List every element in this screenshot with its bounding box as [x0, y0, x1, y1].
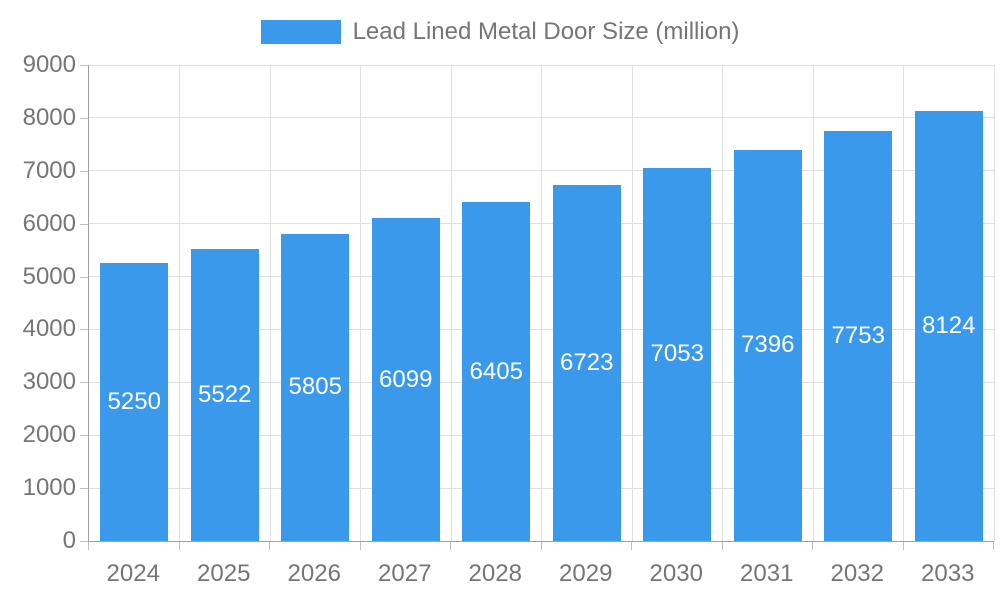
bar-value-label: 5805: [288, 373, 342, 401]
bar-2030[interactable]: 7053: [643, 167, 712, 541]
chart-legend[interactable]: Lead Lined Metal Door Size (million): [0, 18, 1000, 46]
x-grid-line: [360, 65, 361, 541]
y-tick-label: 8000: [22, 103, 76, 131]
bar-value-label: 7753: [831, 321, 885, 349]
x-tick-label: 2031: [740, 560, 794, 587]
y-tick-label: 5000: [22, 262, 76, 290]
x-grid-line: [541, 65, 542, 541]
bar-value-label: 8124: [922, 312, 976, 340]
x-tick-label: 2029: [559, 560, 613, 587]
x-grid-line: [903, 65, 904, 541]
bar-2033[interactable]: 8124: [914, 111, 983, 541]
bar-value-label: 7053: [650, 340, 704, 368]
bar-2032[interactable]: 7753: [824, 130, 893, 541]
x-tick-label: 2024: [106, 560, 160, 587]
bar-2027[interactable]: 6099: [371, 218, 440, 541]
y-tick-mark: [80, 117, 88, 119]
x-tick-mark: [450, 542, 451, 550]
y-tick-label: 4000: [22, 315, 76, 343]
y-tick-label: 9000: [22, 51, 76, 78]
x-tick-label: 2030: [649, 560, 703, 587]
y-tick-label: 6000: [22, 209, 76, 237]
bar-2026[interactable]: 5805: [281, 233, 350, 541]
x-tick-mark: [540, 542, 542, 550]
bar-value-label: 6099: [379, 365, 433, 393]
x-tick-label: 2032: [830, 560, 884, 587]
bar-2028[interactable]: 6405: [462, 202, 531, 541]
y-tick-mark: [80, 276, 88, 278]
x-grid-line: [993, 65, 995, 541]
y-tick-label: 1000: [22, 474, 76, 502]
y-tick-mark: [80, 488, 88, 490]
bar-value-label: 6723: [560, 349, 614, 377]
x-tick-mark: [269, 542, 270, 550]
x-tick-label: 2026: [287, 560, 341, 587]
x-grid-line: [450, 65, 452, 541]
x-tick-mark: [721, 542, 723, 550]
y-tick-label: 3000: [22, 368, 76, 396]
x-tick-label: 2027: [378, 560, 432, 587]
x-grid-line: [269, 65, 271, 541]
bar-2025[interactable]: 5522: [190, 248, 259, 541]
bar-value-label: 5522: [198, 380, 252, 408]
bar-value-label: 5250: [107, 388, 161, 416]
y-tick-label: 2000: [22, 421, 76, 449]
y-tick-label: 7000: [22, 156, 76, 184]
x-tick-mark: [359, 542, 361, 550]
legend-swatch-icon: [260, 20, 341, 44]
bar-value-label: 7396: [741, 331, 795, 359]
legend-label: Lead Lined Metal Door Size (million): [352, 18, 740, 45]
x-grid-line: [812, 65, 814, 541]
y-tick-mark: [80, 65, 88, 66]
bar-2024[interactable]: 5250: [100, 263, 169, 541]
y-tick-mark: [80, 435, 88, 437]
x-grid-line: [179, 65, 180, 541]
x-tick-mark: [178, 542, 180, 550]
x-tick-mark: [631, 542, 632, 550]
x-grid-line: [722, 65, 723, 541]
x-tick-mark: [902, 542, 904, 550]
y-tick-mark: [80, 329, 88, 331]
y-tick-mark: [80, 541, 88, 542]
x-tick-label: 2025: [197, 560, 251, 587]
x-tick-mark: [812, 542, 813, 550]
y-tick-label: 0: [62, 527, 76, 554]
y-tick-mark: [80, 170, 88, 172]
x-tick-label: 2033: [921, 560, 975, 587]
x-tick-mark: [88, 542, 89, 550]
plot-area: 5250 5522 5805 6099 6405 6723 7053 7396 7753 8124: [88, 64, 995, 542]
x-tick-label: 2028: [468, 560, 522, 587]
bar-2029[interactable]: 6723: [552, 185, 621, 541]
y-tick-mark: [80, 223, 88, 225]
bar-value-label: 6405: [469, 357, 523, 385]
bar-2031[interactable]: 7396: [733, 149, 802, 541]
x-tick-mark: [993, 542, 994, 550]
y-tick-mark: [80, 382, 88, 384]
x-grid-line: [631, 65, 633, 541]
